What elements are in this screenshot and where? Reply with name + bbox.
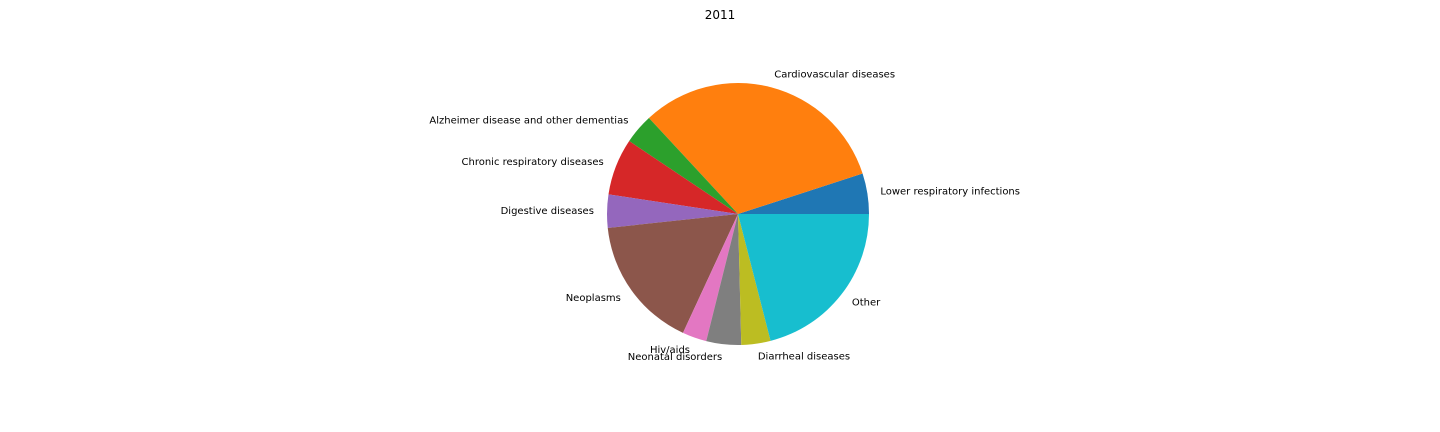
slice-label: Chronic respiratory diseases (462, 157, 604, 168)
pie-slice (629, 117, 738, 214)
slice-label: Neoplasms (566, 293, 621, 304)
slice-label: Digestive diseases (501, 206, 594, 217)
slice-label: Cardiovascular diseases (774, 70, 895, 81)
pie-slice (738, 173, 869, 214)
pie-slice (738, 214, 771, 345)
chart-title: 2011 (705, 8, 736, 22)
pie-slice (706, 214, 742, 346)
pie-slice (607, 194, 738, 228)
pie-slice (648, 82, 863, 214)
slice-label: Diarrheal diseases (758, 352, 850, 363)
slice-label: Hiv/aids (650, 345, 690, 356)
pie-slices (607, 82, 869, 346)
slice-label: Other (852, 297, 881, 308)
pie-labels: Lower respiratory infections Cardiovascul… (429, 70, 1020, 364)
slice-label: Alzheimer disease and other dementias (429, 115, 628, 126)
slice-label: Neonatal disorders (628, 352, 722, 363)
pie-slice (738, 214, 869, 341)
pie-slice (607, 214, 738, 333)
slice-label: Lower respiratory infections (880, 186, 1020, 197)
pie-slice (682, 214, 738, 342)
pie-slice (608, 141, 738, 214)
